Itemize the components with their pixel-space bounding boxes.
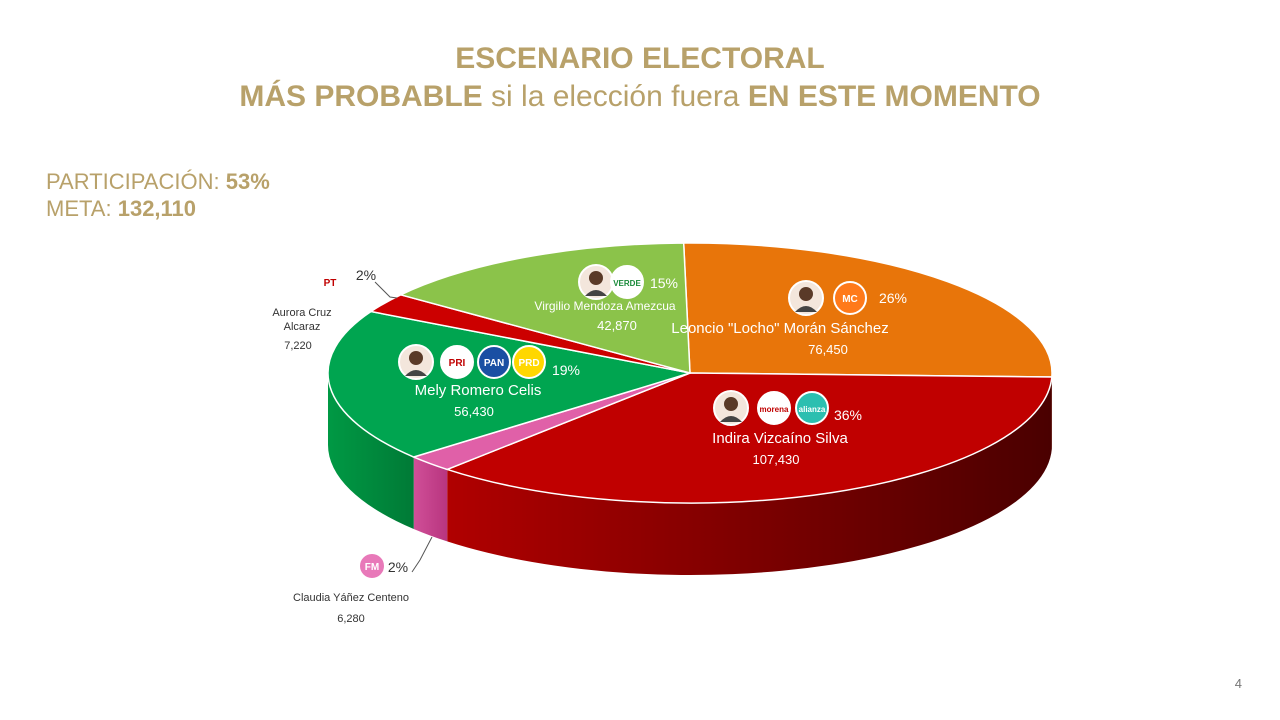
party-logo-text-1-0: morena: [760, 405, 789, 414]
party-logo-text-2-0: FM: [365, 562, 379, 573]
label-value-1: 107,430: [753, 452, 800, 467]
avatar-head-5: [589, 271, 603, 285]
party-logo-text-3-0: PRI: [449, 358, 466, 369]
avatar-body-1: [720, 416, 742, 422]
party-logo-text-0-0: MC: [842, 294, 858, 305]
avatar-head-3: [409, 351, 423, 365]
title-bold-a: MÁS PROBABLE: [239, 80, 483, 113]
participation-label: PARTICIPACIÓN:: [46, 169, 220, 194]
label-name-3: Mely Romero Celis: [415, 382, 542, 399]
pie-tops: [327, 242, 1053, 504]
label-percent-5: 15%: [650, 275, 678, 291]
label-name-1: Indira Vizcaíno Silva: [712, 430, 848, 447]
party-logo-text-1-1: alianza: [799, 405, 826, 414]
label-percent-4: 2%: [356, 267, 376, 283]
goal-value: 132,110: [117, 196, 197, 221]
label-percent-0: 26%: [879, 290, 907, 306]
label-name-2: Claudia Yáñez Centeno: [293, 592, 409, 604]
title-bold-b: EN ESTE MOMENTO: [747, 80, 1041, 113]
leader-line-2: [411, 536, 433, 573]
pie-sides: [328, 373, 1052, 576]
avatar-body-3: [405, 370, 427, 376]
avatar-head-0: [799, 287, 813, 301]
party-logo-1-0: [757, 391, 791, 425]
stats-block: PARTICIPACIÓN: 53% META: 132,110: [46, 168, 270, 222]
goal-label: META:: [46, 196, 112, 221]
party-logo-text-4-0: PT: [324, 278, 337, 289]
label-percent-2: 2%: [388, 559, 408, 575]
participation-value: 53%: [225, 169, 270, 194]
party-logo-3-0: [440, 345, 474, 379]
party-logo-3-1: [477, 345, 511, 379]
avatar-body-5: [585, 290, 607, 296]
party-logo-text-5-0: VERDE: [613, 279, 641, 288]
party-logo-0-0: [833, 281, 867, 315]
party-logo-text-3-2: PRD: [518, 358, 539, 369]
pie-labels: Leoncio "Locho" Morán Sánchez 76,450 26% MC…: [272, 264, 907, 625]
title-thin: si la elección fuera: [482, 80, 748, 113]
party-logo-2-0: [358, 552, 386, 580]
avatar-head-1: [724, 397, 738, 411]
label-value-3: 56,430: [454, 404, 494, 419]
label-name-0: Leoncio "Locho" Morán Sánchez: [671, 320, 888, 337]
slice-side-1: [447, 377, 1052, 576]
page-number: 4: [1234, 676, 1242, 691]
title-line1: ESCENARIO ELECTORAL: [455, 42, 825, 75]
chart-title: ESCENARIO ELECTORAL MÁS PROBABLE si la e…: [0, 40, 1280, 116]
label-name-4-b: Alcaraz: [284, 321, 321, 333]
label-percent-1: 36%: [834, 407, 862, 423]
label-percent-3: 19%: [552, 362, 580, 378]
leader-line-4: [374, 281, 398, 299]
label-value-0: 76,450: [808, 342, 848, 357]
party-logo-4-0: [316, 268, 344, 296]
party-logo-text-3-1: PAN: [484, 358, 504, 369]
slice-side-2: [413, 457, 448, 542]
label-name-4-a: Aurora Cruz: [272, 307, 331, 319]
party-logo-1-1: [795, 391, 829, 425]
party-logo-5-0: [610, 265, 644, 299]
label-name-5: Virgilio Mendoza Amezcua: [534, 299, 676, 313]
party-logo-3-2: [512, 345, 546, 379]
pie-slice-1: [444, 372, 1053, 504]
label-value-5: 42,870: [597, 318, 637, 333]
pie-slice-0: [682, 242, 1053, 378]
avatar-body-0: [795, 306, 817, 312]
label-value-2: 6,280: [337, 613, 365, 625]
slice-side-3: [328, 373, 414, 530]
label-value-4: 7,220: [284, 340, 312, 352]
